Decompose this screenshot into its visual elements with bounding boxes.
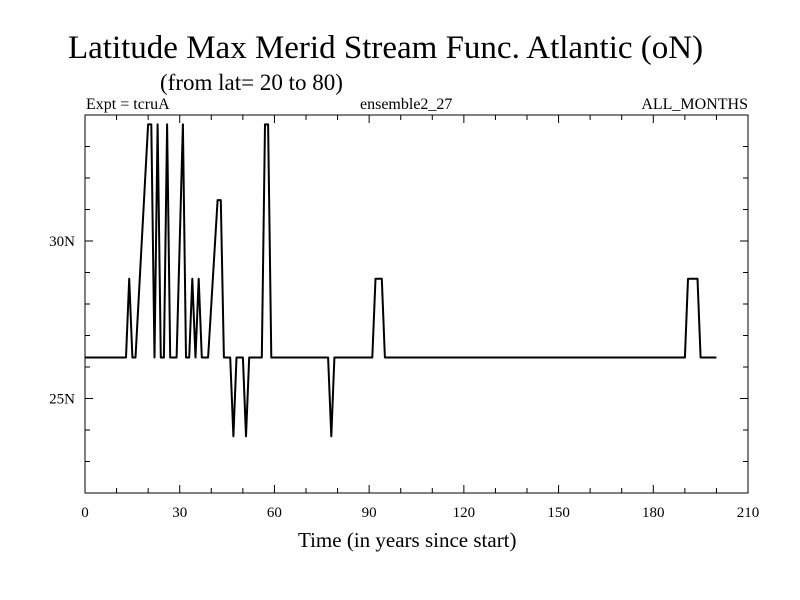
ensemble-label: ensemble2_27 xyxy=(360,96,453,113)
series-layer xyxy=(85,123,717,438)
tick-labels: 0 30 60 90 120 150 180 210 25N 30N xyxy=(49,234,759,521)
x-tick-label: 150 xyxy=(547,505,570,521)
x-axis-label: Time (in years since start) xyxy=(298,528,517,552)
chart-title: Latitude Max Merid Stream Func. Atlantic… xyxy=(68,30,704,66)
x-tick-label: 180 xyxy=(642,505,665,521)
x-tick-label: 120 xyxy=(453,505,476,521)
x-tick-label: 60 xyxy=(267,505,282,521)
x-tick-label: 210 xyxy=(737,505,760,521)
axis-ticks xyxy=(84,114,749,494)
series-line xyxy=(85,123,717,438)
y-tick-label: 25N xyxy=(49,392,75,408)
months-label: ALL_MONTHS xyxy=(641,96,748,113)
x-tick-label: 0 xyxy=(81,505,89,521)
experiment-label: Expt = tcruA xyxy=(86,96,170,113)
x-tick-label: 30 xyxy=(172,505,187,521)
y-tick-label: 30N xyxy=(49,234,75,250)
x-tick-label: 90 xyxy=(362,505,377,521)
chart-subtitle: (from lat= 20 to 80) xyxy=(160,70,343,95)
